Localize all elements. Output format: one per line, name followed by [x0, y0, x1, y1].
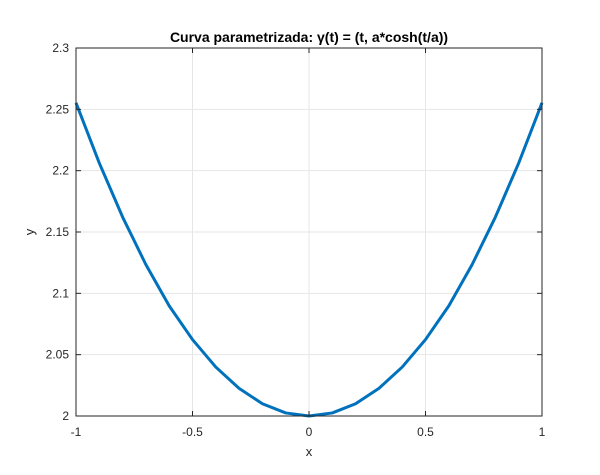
x-tick-label: 1: [539, 425, 546, 439]
x-tick-label: 0: [306, 425, 313, 439]
x-axis-label: x: [306, 444, 313, 459]
y-tick-label: 2.05: [46, 348, 70, 362]
y-tick-label: 2.3: [52, 41, 69, 55]
y-tick-label: 2.15: [46, 225, 70, 239]
x-tick-label: 0.5: [417, 425, 434, 439]
y-axis-label: y: [22, 228, 37, 235]
y-tick-label: 2.25: [46, 102, 70, 116]
chart-title: Curva parametrizada: γ(t) = (t, a*cosh(t…: [170, 29, 448, 45]
tick-labels: -1 -0.5 0 0.5 1 2 2.05 2.1 2.15 2.2 2.25 2.3: [46, 41, 546, 439]
grid: [75, 47, 543, 417]
y-tick-label: 2.1: [52, 286, 69, 300]
ticks: [75, 47, 543, 417]
y-tick-label: 2: [62, 409, 69, 423]
y-tick-label: 2.2: [52, 164, 69, 178]
x-tick-label: -0.5: [182, 425, 203, 439]
x-tick-label: -1: [71, 425, 82, 439]
